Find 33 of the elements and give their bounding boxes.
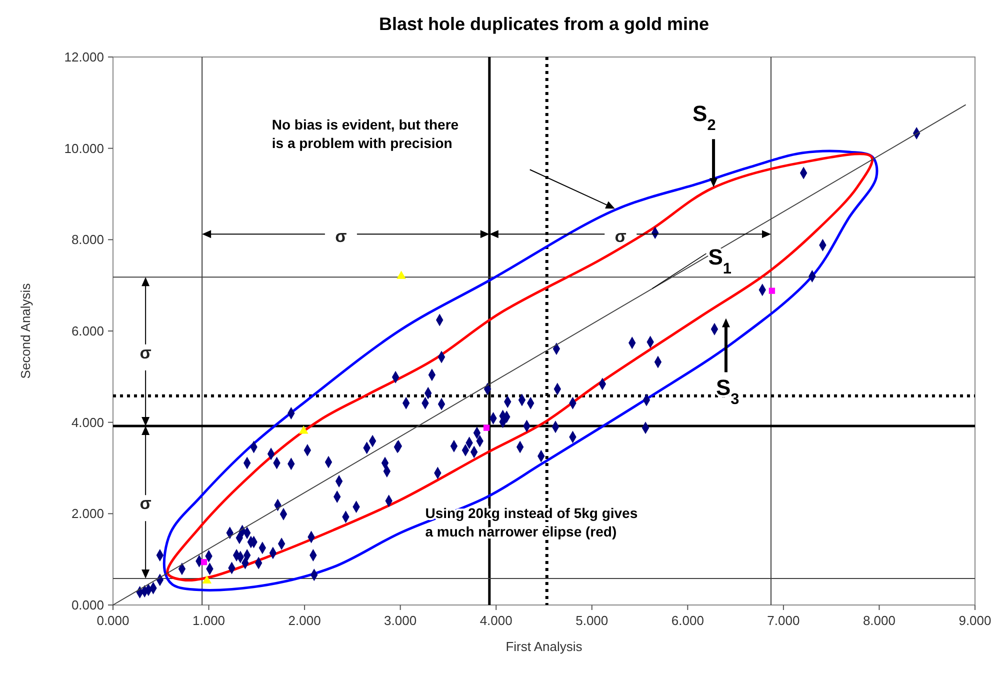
point	[483, 424, 490, 431]
annotation: σ	[614, 226, 627, 246]
annotation: σ	[140, 343, 152, 362]
x-tick-label: 1.000	[192, 613, 226, 628]
point	[396, 270, 406, 279]
x-tick-label: 9.000	[958, 613, 992, 628]
y-tick-label: 0.000	[71, 598, 104, 612]
x-tick-label: 4.000	[480, 613, 512, 628]
x-tick-label: 7.000	[767, 613, 800, 628]
x-tick-label: 2.000	[288, 613, 321, 628]
point	[200, 558, 208, 566]
annotation: S$_{2}$	[692, 101, 716, 134]
x-tick-label: 8.000	[862, 613, 896, 628]
y-tick-label: 10.000	[64, 140, 104, 156]
annotation: σ	[140, 494, 152, 514]
annotation: No bias is evident, but there is a problem with precision	[272, 116, 459, 151]
y-tick-label: 2.000	[71, 506, 104, 522]
y-tick-label: 6.000	[71, 324, 104, 338]
y-tick-label: 12.000	[64, 50, 104, 64]
point	[298, 426, 308, 434]
y-axis-title: Second Analysis	[18, 282, 33, 379]
y-tick-label: 4.000	[71, 414, 104, 430]
x-tick-label: 6.000	[671, 613, 704, 628]
annotation: S$_{1}$	[708, 244, 732, 278]
point	[768, 288, 776, 294]
x-tick-label: 5.000	[576, 613, 608, 628]
x-tick-label: 0.000	[96, 613, 130, 628]
chart-title: Blast hole duplicates from a gold mine	[378, 14, 710, 34]
x-tick-label: 3.000	[384, 613, 417, 628]
annotation: σ	[335, 226, 348, 246]
point	[202, 575, 212, 584]
x-axis-title: First Analysis	[506, 639, 583, 654]
y-tick-label: 8.000	[71, 232, 104, 248]
